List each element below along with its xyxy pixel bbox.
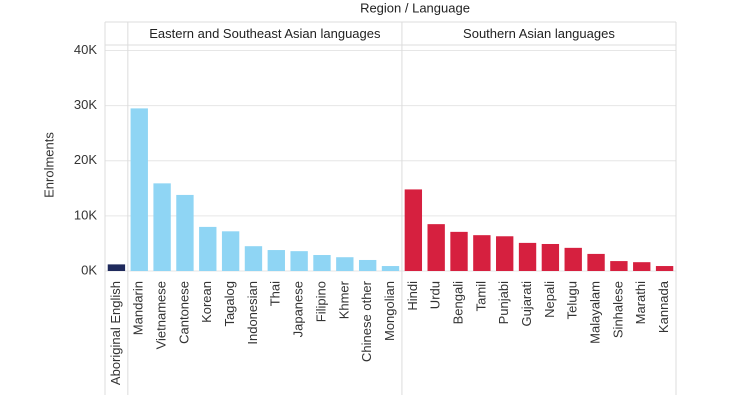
x-tick-label: Aboriginal English	[108, 281, 123, 385]
chart-title: Region / Language	[360, 0, 470, 15]
y-tick-label: 40K	[74, 42, 97, 57]
bar	[199, 226, 217, 271]
bar	[564, 247, 582, 271]
x-tick-label: Tamil	[473, 281, 488, 311]
bar	[610, 261, 628, 271]
x-tick-label: Khmer	[336, 280, 351, 319]
bar	[336, 257, 354, 271]
y-tick-label: 30K	[74, 97, 97, 112]
x-tick-label: Hindi	[405, 281, 420, 311]
x-tick-label: Gujarati	[519, 281, 534, 327]
x-tick-label: Marathi	[633, 281, 648, 324]
x-tick-label: Mandarin	[131, 281, 146, 335]
x-tick-label: Malayalam	[587, 281, 602, 344]
bar	[244, 246, 263, 271]
x-tick-label: Thai	[268, 281, 283, 306]
x-tick-label: Bengali	[450, 281, 465, 324]
bar	[176, 194, 194, 271]
x-tick-label: Sinhalese	[610, 281, 625, 338]
bar	[130, 108, 148, 271]
bar	[450, 231, 468, 271]
bar	[541, 243, 560, 271]
bar	[633, 262, 651, 271]
panel-header: Eastern and Southeast Asian languages	[149, 26, 381, 41]
x-tick-label: Vietnamese	[154, 281, 169, 349]
y-tick-label: 10K	[74, 207, 97, 222]
x-tick-label: Chinese other	[359, 280, 374, 362]
y-axis-label: Enrolments	[41, 132, 56, 198]
y-tick-label: 20K	[74, 152, 97, 167]
x-tick-label: Telugu	[565, 281, 580, 319]
bar	[153, 183, 171, 271]
x-tick-label: Japanese	[291, 281, 306, 337]
bar	[221, 231, 240, 271]
bar	[518, 242, 537, 271]
bar	[381, 266, 400, 271]
x-tick-label: Nepali	[542, 281, 557, 318]
bar	[404, 189, 423, 271]
bar	[267, 250, 285, 271]
x-tick-label: Korean	[199, 281, 214, 323]
x-tick-label: Tagalog	[222, 281, 237, 327]
bar	[655, 266, 674, 271]
bar	[313, 255, 331, 271]
panel-header: Southern Asian languages	[463, 26, 615, 41]
x-tick-label: Indonesian	[245, 281, 260, 345]
bar	[427, 224, 445, 271]
x-tick-label: Filipino	[313, 281, 328, 322]
x-tick-label: Cantonese	[176, 281, 191, 344]
y-tick-label: 0K	[81, 262, 97, 277]
bar	[290, 251, 308, 271]
bar	[587, 253, 605, 271]
bar	[496, 236, 514, 271]
bar	[358, 259, 377, 271]
bar	[473, 235, 491, 271]
x-tick-label: Punjabi	[496, 281, 511, 324]
bar	[107, 264, 126, 271]
x-tick-label: Mongolian	[382, 281, 397, 341]
x-tick-label: Kannada	[656, 280, 671, 333]
x-tick-label: Urdu	[428, 281, 443, 309]
